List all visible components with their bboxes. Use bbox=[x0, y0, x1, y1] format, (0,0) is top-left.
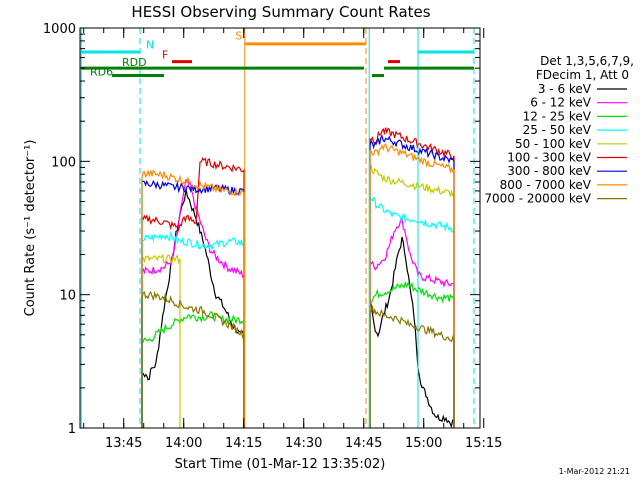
series-line-2-seg-1 bbox=[369, 280, 455, 428]
legend-label-2: 12 - 25 keV bbox=[523, 109, 592, 123]
series-line-4-seg-0 bbox=[141, 253, 181, 428]
legend: Det 1,3,5,6,7,9, FDecim 1, Att 0 3 - 6 k… bbox=[484, 54, 634, 206]
state-label-f: F bbox=[162, 49, 168, 62]
state-bars-group: N S F RDD RD6 bbox=[81, 29, 474, 79]
series-group bbox=[141, 127, 455, 428]
state-label-rdd: RDD bbox=[122, 56, 147, 69]
plot-frame bbox=[79, 27, 481, 429]
x-tick-label: 15:15 bbox=[465, 436, 502, 451]
series-line-3-seg-0 bbox=[141, 230, 245, 428]
legend-label-1: 6 - 12 keV bbox=[530, 96, 592, 110]
series-line-7-seg-0 bbox=[141, 169, 245, 428]
legend-label-7: 800 - 7000 keV bbox=[500, 178, 592, 192]
state-label-n: N bbox=[146, 39, 154, 52]
y-tick-label: 1000 bbox=[43, 22, 76, 37]
series-line-3-seg-1 bbox=[369, 196, 455, 428]
legend-label-6: 300 - 800 keV bbox=[507, 164, 591, 178]
legend-label-4: 50 - 100 keV bbox=[515, 137, 592, 151]
series-line-5-seg-0 bbox=[141, 156, 245, 428]
x-tick-label: 15:00 bbox=[405, 436, 442, 451]
vertical-lines-group bbox=[80, 28, 475, 428]
y-tick-label: 10 bbox=[59, 289, 76, 304]
series-line-6-seg-1 bbox=[369, 134, 455, 428]
legend-header-line-2: FDecim 1, Att 0 bbox=[536, 68, 629, 82]
legend-label-3: 25 - 50 keV bbox=[523, 123, 592, 137]
y-axis-label: Count Rate (s⁻¹ detector⁻¹) bbox=[23, 140, 38, 317]
series-line-2-seg-0 bbox=[141, 311, 245, 428]
series-line-8-seg-1 bbox=[369, 305, 455, 428]
chart-title: HESSI Observing Summary Count Rates bbox=[131, 3, 430, 21]
series-line-8-seg-0 bbox=[141, 290, 245, 428]
series-line-0-seg-0 bbox=[141, 188, 245, 428]
state-label-s: S bbox=[235, 29, 242, 42]
x-axis-label: Start Time (01-Mar-12 13:35:02) bbox=[175, 457, 386, 472]
y-tick-label: 100 bbox=[51, 155, 76, 170]
legend-header-line-1: Det 1,3,5,6,7,9, bbox=[540, 54, 634, 68]
series-line-5-seg-1 bbox=[369, 127, 455, 428]
legend-label-8: 7000 - 20000 keV bbox=[484, 192, 591, 206]
series-line-1-seg-1 bbox=[369, 215, 455, 428]
x-tick-label: 14:15 bbox=[225, 436, 262, 451]
axis-ticks-group: 1 10 100 1000 13:45 14:00 14:15 14:30 14:45 15:00… bbox=[43, 22, 503, 451]
legend-label-0: 3 - 6 keV bbox=[538, 82, 592, 96]
x-tick-label: 14:30 bbox=[285, 436, 322, 451]
series-line-1-seg-0 bbox=[141, 178, 245, 428]
series-line-4-seg-1 bbox=[369, 163, 455, 428]
y-tick-label: 1 bbox=[68, 422, 76, 437]
x-tick-label: 13:45 bbox=[105, 436, 142, 451]
state-label-rd6: RD6 bbox=[90, 66, 113, 79]
x-tick-label: 14:00 bbox=[165, 436, 202, 451]
legend-label-5: 100 - 300 keV bbox=[507, 151, 591, 165]
series-line-7-seg-1 bbox=[369, 142, 455, 428]
footer-date: 1-Mar-2012 21:21 bbox=[559, 467, 630, 476]
series-line-6-seg-0 bbox=[141, 179, 245, 428]
x-tick-label: 14:45 bbox=[345, 436, 382, 451]
